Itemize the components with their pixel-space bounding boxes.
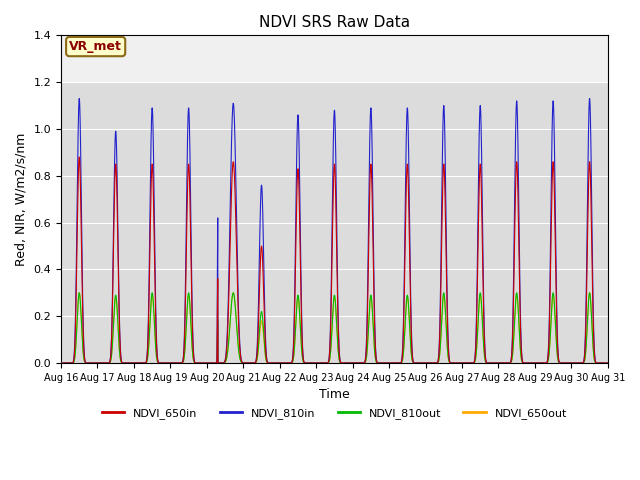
Bar <box>61 36 608 82</box>
Title: NDVI SRS Raw Data: NDVI SRS Raw Data <box>259 15 410 30</box>
X-axis label: Time: Time <box>319 388 350 401</box>
Legend: NDVI_650in, NDVI_810in, NDVI_810out, NDVI_650out: NDVI_650in, NDVI_810in, NDVI_810out, NDV… <box>97 403 572 423</box>
Text: VR_met: VR_met <box>69 40 122 53</box>
Y-axis label: Red, NIR, W/m2/s/nm: Red, NIR, W/m2/s/nm <box>15 132 28 266</box>
